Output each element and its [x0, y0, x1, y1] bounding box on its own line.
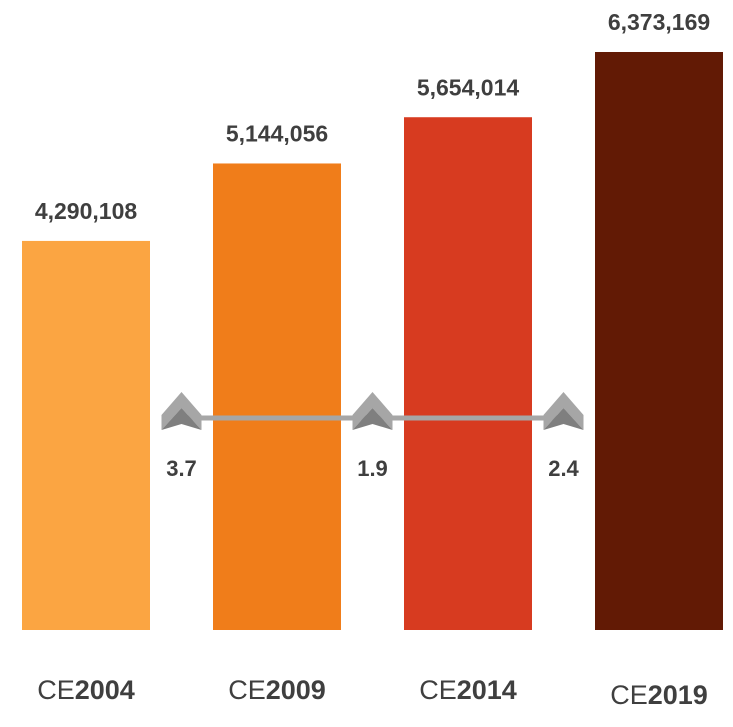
bar	[213, 163, 341, 630]
growth-label: 1.9	[357, 456, 388, 481]
growth-arrow-shade	[543, 408, 584, 430]
growth-label: 2.4	[548, 456, 579, 481]
bar	[404, 117, 532, 631]
x-tick-label: CE2014	[419, 675, 517, 705]
growth-arrow-shade	[161, 408, 202, 430]
growth-arrow	[543, 392, 584, 430]
value-label: 5,144,056	[226, 121, 328, 147]
x-tick-label: CE2004	[37, 675, 135, 705]
bar	[595, 52, 723, 630]
value-label: 4,290,108	[35, 198, 138, 224]
x-tick-label: CE2019	[610, 680, 708, 710]
x-tick-label: CE2009	[228, 675, 326, 705]
growth-label: 3.7	[166, 456, 197, 481]
value-label: 6,373,169	[608, 9, 710, 35]
bar	[22, 240, 150, 630]
value-label: 5,654,014	[417, 74, 520, 100]
growth-arrow	[161, 392, 202, 430]
growth-arrow-shade	[352, 408, 393, 430]
growth-arrow	[352, 392, 393, 430]
